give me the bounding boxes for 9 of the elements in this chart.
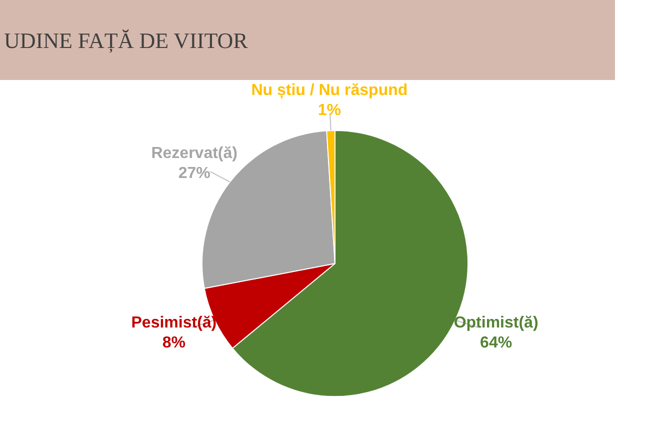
slice-label: Optimist(ă): [454, 314, 538, 332]
data-label: 27%: [178, 165, 210, 182]
data-label: 1%: [318, 102, 341, 119]
data-label: 64%: [480, 334, 512, 352]
slice-label: Pesimist(ă): [131, 314, 217, 332]
data-label: 8%: [162, 334, 186, 352]
slice-label: Rezervat(ă): [151, 145, 238, 162]
chart-title: UDINE FAȚĂ DE VIITOR: [4, 28, 248, 54]
slice-label: Nu știu / Nu răspund: [251, 82, 408, 99]
